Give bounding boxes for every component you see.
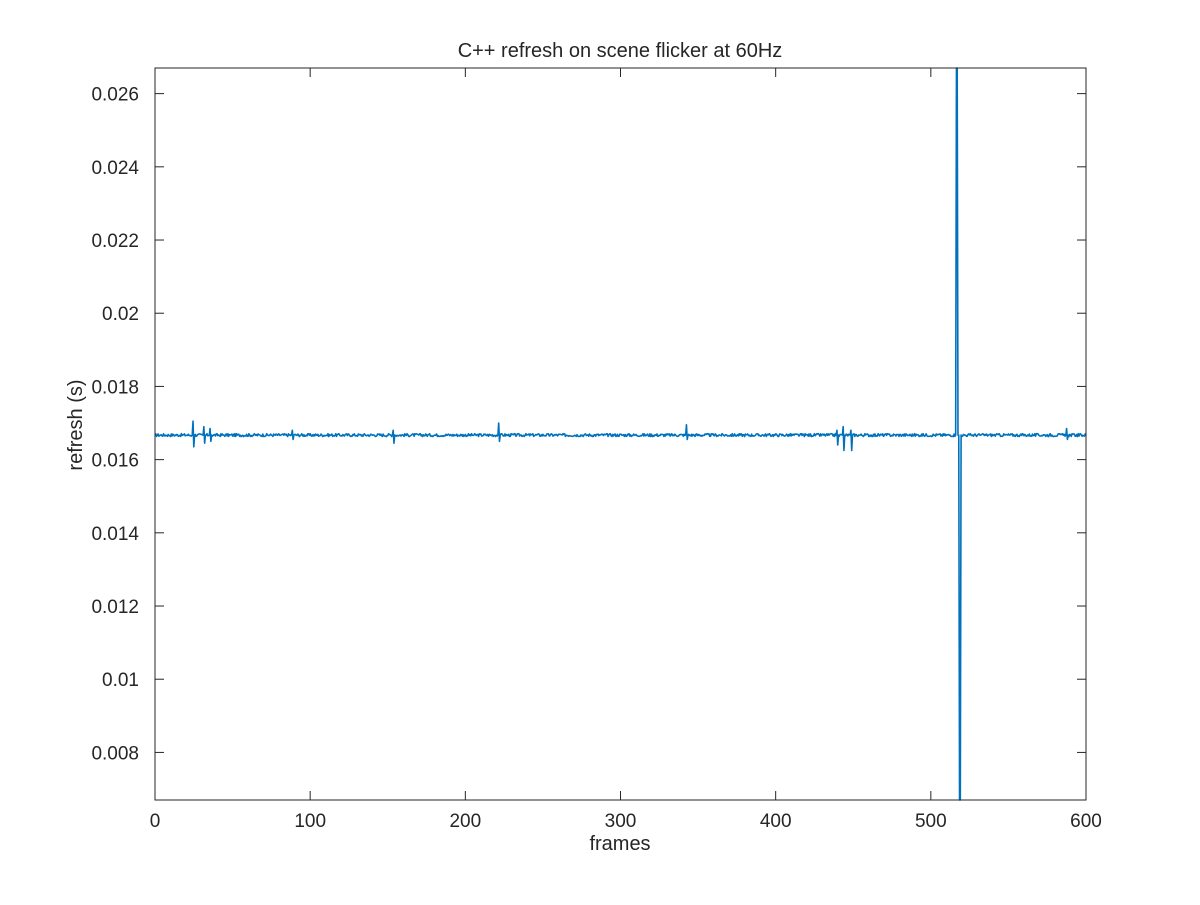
y-axis-label: refresh (s) xyxy=(65,379,87,470)
x-ticks: 0 100 200 300 400 500 600 xyxy=(150,68,1102,832)
chart-title: C++ refresh on scene flicker at 60Hz xyxy=(458,40,783,62)
y-tick-label: 0.01 xyxy=(102,670,139,691)
y-tick-label: 0.026 xyxy=(91,85,139,106)
x-tick-label: 0 xyxy=(150,811,161,832)
x-tick-label: 300 xyxy=(605,811,637,832)
x-tick-label: 200 xyxy=(449,811,481,832)
x-tick-label: 100 xyxy=(294,811,326,832)
x-tick-label: 600 xyxy=(1070,811,1102,832)
y-tick-label: 0.008 xyxy=(91,743,139,764)
y-tick-label: 0.022 xyxy=(91,231,139,252)
y-tick-label: 0.016 xyxy=(91,451,139,472)
x-tick-label: 500 xyxy=(915,811,947,832)
series-group xyxy=(154,67,1087,801)
y-tick-label: 0.012 xyxy=(91,597,139,618)
y-tick-label: 0.02 xyxy=(102,304,139,325)
x-axis-label: frames xyxy=(589,833,650,855)
y-tick-label: 0.014 xyxy=(91,524,139,545)
y-tick-label: 0.024 xyxy=(91,158,139,179)
y-ticks: 0.008 0.01 0.012 0.014 0.016 0.018 0.02 0.022 0.… xyxy=(91,85,1086,764)
series-line xyxy=(154,67,1087,801)
x-tick-label: 400 xyxy=(760,811,792,832)
y-tick-label: 0.018 xyxy=(91,377,139,398)
